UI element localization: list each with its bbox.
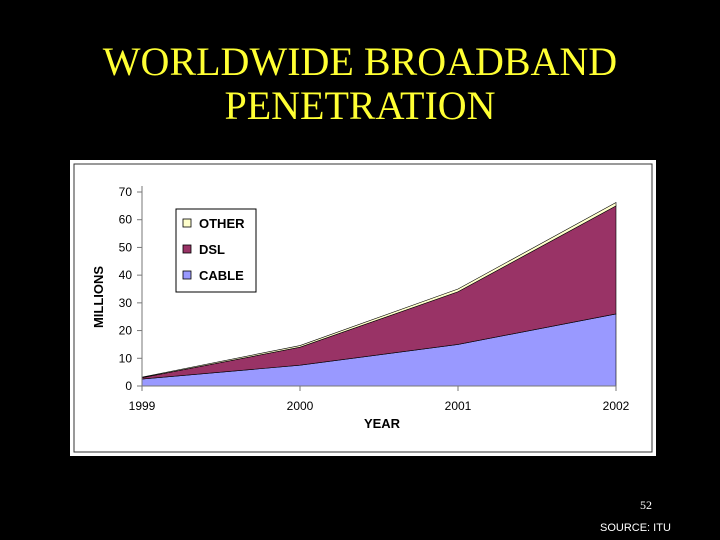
legend-swatch-dsl bbox=[182, 244, 192, 254]
x-tick-label: 2000 bbox=[287, 399, 314, 413]
source-label: SOURCE: ITU bbox=[600, 522, 671, 534]
y-tick-label: 20 bbox=[119, 324, 133, 338]
area-other bbox=[141, 202, 617, 379]
legend: OTHER DSL CABLE bbox=[175, 208, 257, 293]
y-tick-label: 0 bbox=[125, 379, 132, 393]
y-axis-title: MILLIONS bbox=[91, 266, 106, 328]
chart-panel: 0 10 20 30 40 50 60 70 1999 2000 2001 2002 YEAR MILLI… bbox=[70, 160, 656, 456]
legend-label-cable: CABLE bbox=[199, 268, 244, 283]
x-axis-title: YEAR bbox=[364, 416, 401, 431]
legend-label-other: OTHER bbox=[199, 216, 245, 231]
legend-label-dsl: DSL bbox=[199, 242, 225, 257]
title-line-1: WORLDWIDE BROADBAND bbox=[102, 39, 618, 84]
y-tick-label: 60 bbox=[119, 213, 133, 227]
y-tick-label: 30 bbox=[119, 296, 133, 310]
y-tick-label: 40 bbox=[119, 268, 133, 282]
x-tick-label: 2001 bbox=[445, 399, 472, 413]
slide-title: WORLDWIDE BROADBAND PENETRATION bbox=[0, 40, 720, 128]
axes: 0 10 20 30 40 50 60 70 1999 2000 2001 2002 YEAR MILLI… bbox=[91, 185, 630, 431]
y-tick-label: 50 bbox=[119, 240, 133, 254]
x-tick-label: 1999 bbox=[129, 399, 156, 413]
y-tick-label: 70 bbox=[119, 185, 133, 199]
page-number: 52 bbox=[640, 498, 652, 512]
y-tick-label: 10 bbox=[119, 351, 133, 365]
area-chart: 0 10 20 30 40 50 60 70 1999 2000 2001 2002 YEAR MILLI… bbox=[73, 163, 653, 453]
x-tick-label: 2002 bbox=[603, 399, 630, 413]
legend-swatch-cable bbox=[182, 270, 192, 280]
legend-swatch-other bbox=[182, 218, 192, 228]
title-line-2: PENETRATION bbox=[224, 83, 496, 128]
